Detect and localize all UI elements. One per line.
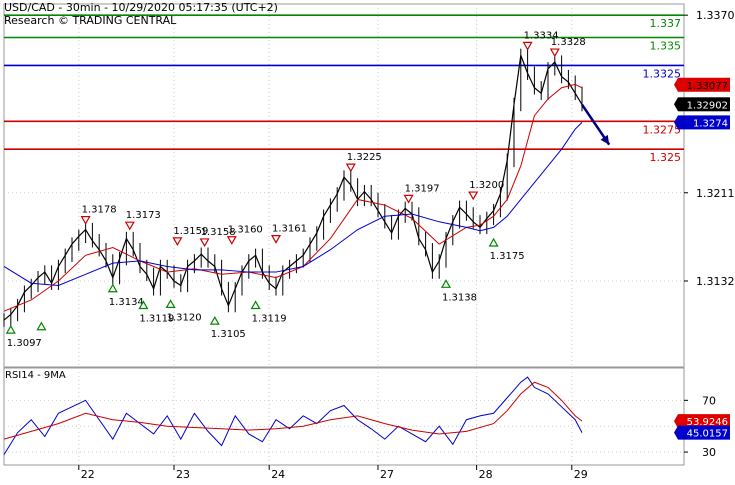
- rsi-value-tag-bg: [678, 425, 730, 440]
- ma-fast-line: [3, 83, 583, 312]
- swing-high-marker: [345, 163, 356, 173]
- x-tick-label: 28: [479, 468, 493, 480]
- rsi-tick-label: 30: [702, 446, 716, 459]
- swing-low-label: 1.3119: [139, 314, 174, 325]
- chart-source: Research © TRADING CENTRAL: [4, 14, 177, 27]
- rsi-ma-line: [3, 381, 583, 440]
- swing-high-label: 1.3161: [272, 224, 307, 235]
- swing-high-label: 1.3159: [173, 226, 208, 237]
- rsi-value-tag-pointer: [674, 414, 678, 429]
- swing-high-label: 1.3225: [347, 152, 382, 163]
- swing-low-marker: [209, 315, 220, 325]
- swing-high-marker: [199, 238, 210, 248]
- swing-low-marker: [107, 283, 118, 293]
- swing-low-label: 1.3120: [167, 312, 202, 323]
- chart-title: USD/CAD - 30min - 10/29/2020 05:17:35 (U…: [4, 1, 278, 14]
- swing-low-marker: [488, 237, 499, 247]
- swing-low-marker: [250, 300, 261, 310]
- price-tag-label: 1.32902: [687, 100, 728, 111]
- level-label: 1.325: [650, 151, 682, 164]
- y-tick-label: 1.3211: [696, 187, 735, 200]
- y-tick-label: 1.3132: [696, 275, 735, 288]
- x-tick-label: 29: [574, 468, 588, 480]
- price-tag-label: 1.3274: [693, 118, 728, 129]
- swing-high-label: 1.3158: [201, 227, 236, 238]
- swing-low-marker: [165, 299, 176, 308]
- price-tag-bg: [678, 97, 730, 112]
- swing-high-marker: [124, 221, 135, 231]
- ma-slow-line: [3, 122, 583, 286]
- price-tag-pointer: [674, 115, 678, 130]
- swing-high-marker: [270, 235, 282, 244]
- swing-high-label: 1.3334: [524, 30, 559, 41]
- swing-high-marker: [522, 41, 533, 51]
- swing-low-marker: [440, 279, 452, 288]
- swing-high-label: 1.3197: [405, 183, 440, 194]
- price-tag-bg: [678, 77, 730, 92]
- swing-low-label: 1.3105: [211, 329, 246, 340]
- swing-low-label: 1.3175: [490, 251, 525, 262]
- swing-high-marker: [468, 191, 479, 201]
- level-label: 1.337: [650, 17, 682, 30]
- swing-high-marker: [172, 237, 183, 247]
- price-tag-label: 1.33077: [687, 81, 728, 92]
- swing-high-marker: [403, 194, 414, 204]
- forecast-arrow-head: [600, 134, 610, 145]
- x-tick-label: 22: [81, 468, 95, 480]
- rsi-tick-label: 70: [702, 394, 716, 407]
- price-tag-bg: [678, 115, 730, 130]
- swing-high-label: 1.3328: [551, 37, 586, 48]
- price-panel-frame: [3, 3, 685, 368]
- rsi-value-tag-label: 53.9246: [687, 417, 728, 428]
- level-label: 1.335: [650, 40, 682, 53]
- rsi-value-tag-pointer: [674, 425, 678, 440]
- swing-high-label: 1.3200: [469, 180, 504, 191]
- y-tick-label: 1.3370: [696, 9, 735, 22]
- x-tick-label: 24: [271, 468, 285, 480]
- swing-low-label: 1.3134: [109, 297, 144, 308]
- rsi-value-tag-bg: [678, 414, 730, 429]
- x-tick-label: 27: [380, 468, 394, 480]
- swing-low-label: 1.3138: [442, 292, 477, 303]
- level-label: 1.3275: [643, 123, 682, 136]
- swing-high-marker: [80, 216, 91, 225]
- level-label: 1.3325: [643, 67, 682, 80]
- swing-high-marker: [226, 236, 237, 245]
- price-tag-pointer: [674, 97, 678, 112]
- swing-high-label: 1.3173: [126, 210, 161, 221]
- price-tag-pointer: [674, 77, 678, 92]
- x-tick-label: 23: [176, 468, 190, 480]
- swing-low-marker: [36, 321, 47, 331]
- swing-low-marker: [138, 300, 149, 310]
- swing-low-marker: [5, 324, 16, 334]
- rsi-title: RSI14 - 9MA: [5, 370, 66, 381]
- swing-low-label: 1.3097: [7, 338, 42, 349]
- swing-high-label: 1.3160: [228, 225, 263, 236]
- swing-low-label: 1.3119: [252, 314, 287, 325]
- swing-high-marker: [549, 48, 560, 58]
- rsi-value-tag-label: 45.0157: [687, 429, 728, 440]
- rsi-line: [3, 376, 583, 455]
- rsi-panel-frame: [3, 367, 685, 466]
- swing-high-label: 1.3178: [82, 205, 117, 216]
